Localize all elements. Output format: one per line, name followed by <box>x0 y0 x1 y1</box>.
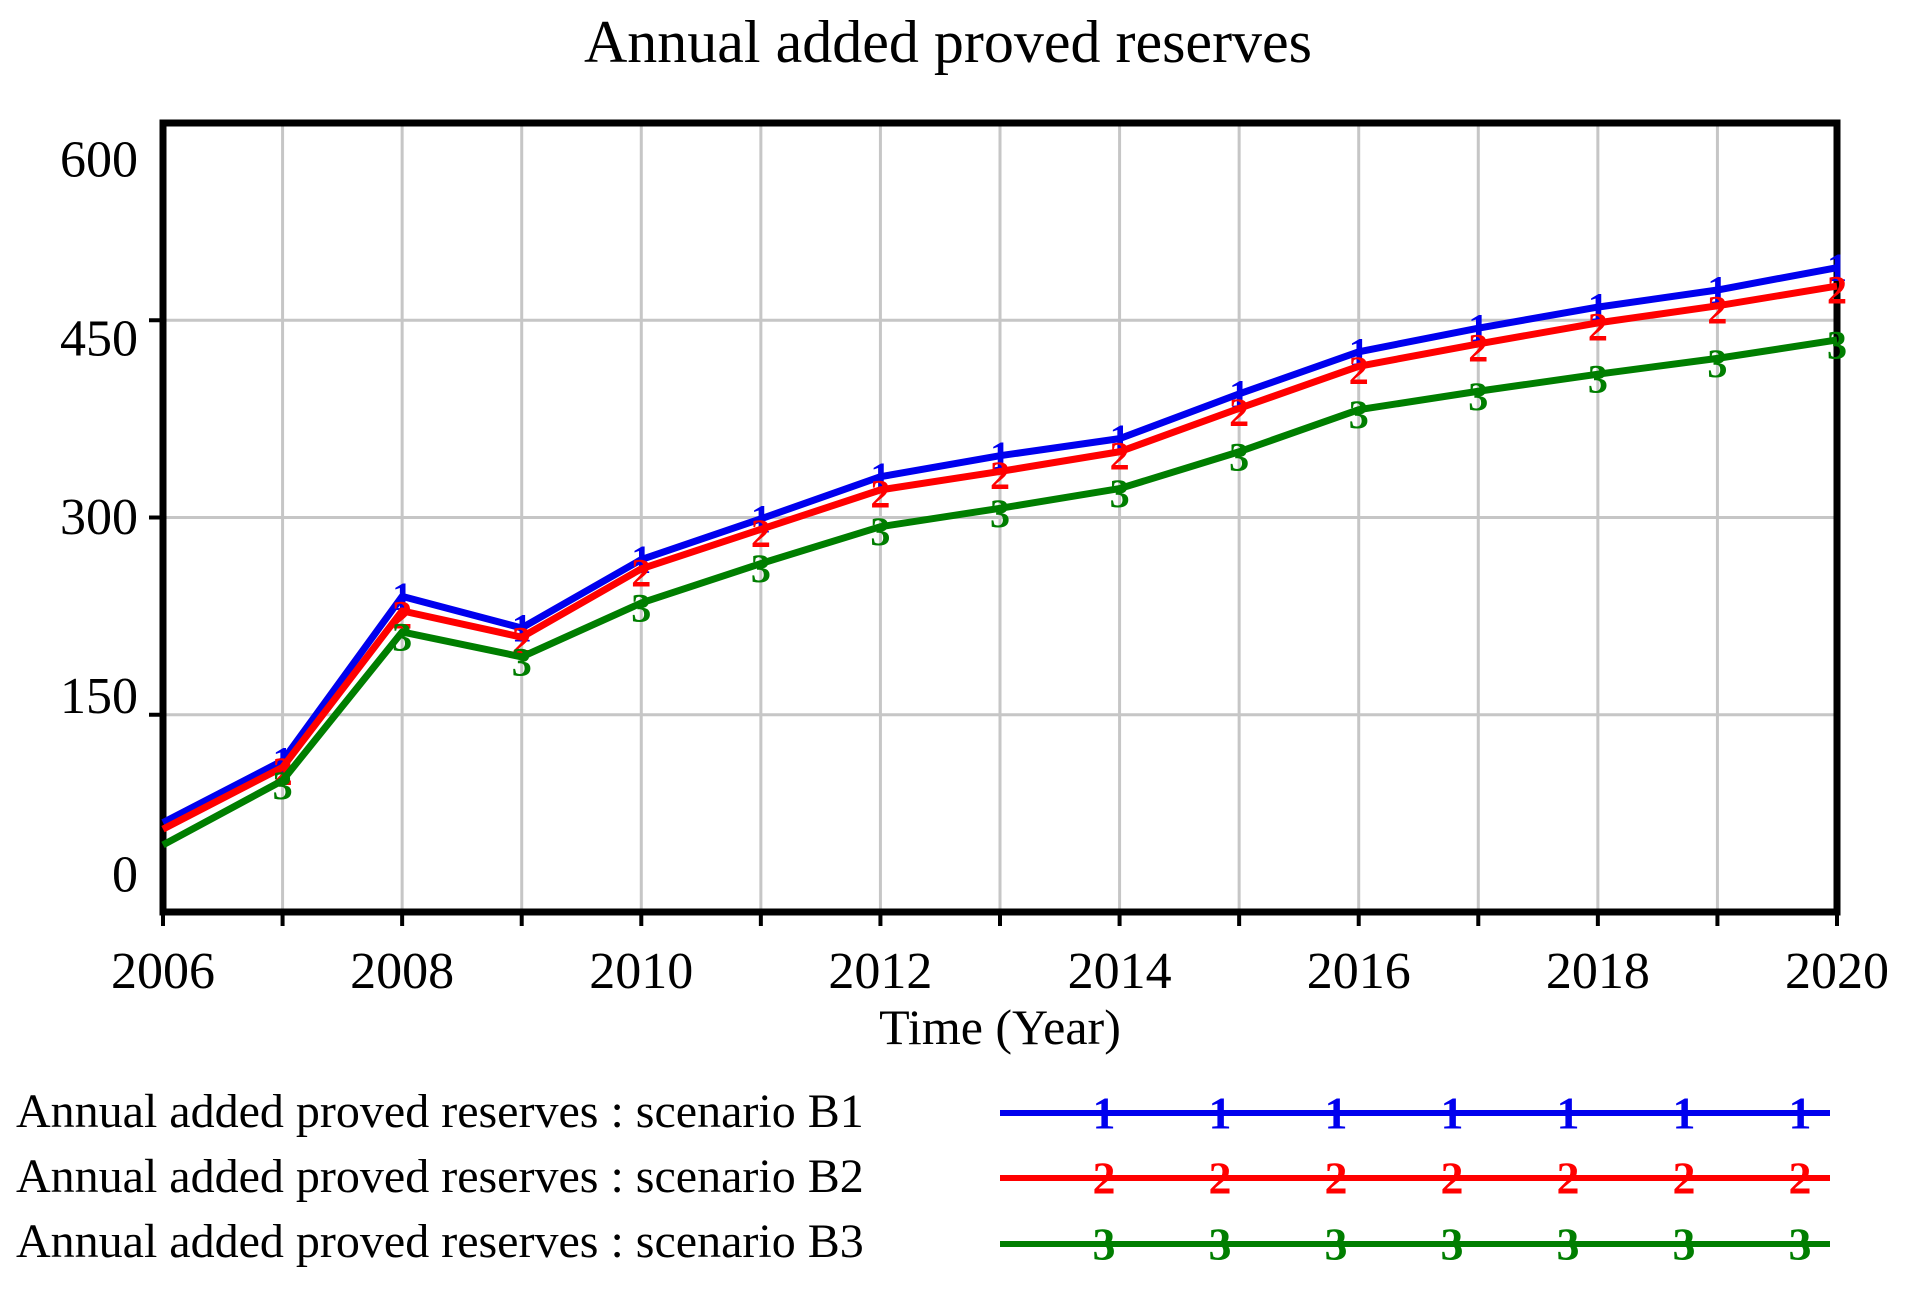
series-marker-2: 2 <box>1588 304 1608 349</box>
legend-label-scenario-b2: Annual added proved reserves : scenario … <box>16 1150 864 1203</box>
series-line-1 <box>161 264 1838 826</box>
legend-label-scenario-b3: Annual added proved reserves : scenario … <box>16 1215 864 1268</box>
y-tick-label-450: 450 <box>60 310 138 367</box>
legend-marker-3: 3 <box>1557 1219 1580 1270</box>
x-axis-title: Time (Year) <box>879 999 1121 1055</box>
legend-marker-3: 3 <box>1325 1219 1348 1270</box>
x-tick-label-2006: 2006 <box>111 943 215 1000</box>
legend-marker-1: 1 <box>1093 1088 1116 1139</box>
series-marker-3: 3 <box>751 546 771 591</box>
series-marker-3: 3 <box>1827 322 1847 367</box>
series-marker-2: 2 <box>1707 287 1727 332</box>
series-marker-3: 3 <box>1707 341 1727 386</box>
series-marker-3: 3 <box>273 763 293 808</box>
series-marker-3: 3 <box>1349 392 1369 437</box>
x-tick-label-2014: 2014 <box>1068 943 1172 1000</box>
series-marker-3: 3 <box>1588 357 1608 402</box>
legend-marker-3: 3 <box>1673 1219 1696 1270</box>
legend-marker-3: 3 <box>1789 1219 1812 1270</box>
series-marker-2: 2 <box>1827 268 1847 313</box>
series-marker-2: 2 <box>751 511 771 556</box>
x-tick-label-2016: 2016 <box>1307 943 1411 1000</box>
series-marker-2: 2 <box>990 453 1010 498</box>
legend-marker-1: 1 <box>1557 1088 1580 1139</box>
series-marker-2: 2 <box>1349 348 1369 393</box>
series-marker-3: 3 <box>1229 434 1249 479</box>
legend-marker-1: 1 <box>1789 1088 1812 1139</box>
y-tick-label-300: 300 <box>60 489 138 546</box>
x-tick-label-2018: 2018 <box>1546 943 1650 1000</box>
series-marker-3: 3 <box>1468 374 1488 419</box>
series-marker-3: 3 <box>870 509 890 554</box>
series-marker-2: 2 <box>870 471 890 516</box>
series-marker-1: 1 <box>1707 268 1727 313</box>
series-marker-1: 1 <box>990 433 1010 478</box>
legend-marker-2: 2 <box>1557 1153 1580 1204</box>
y-tick-label-600: 600 <box>60 132 138 189</box>
legend-marker-2: 2 <box>1093 1153 1116 1204</box>
legend-label-scenario-b1: Annual added proved reserves : scenario … <box>16 1085 864 1138</box>
series-line-3 <box>161 336 1838 849</box>
series-marker-2: 2 <box>1468 325 1488 370</box>
series-marker-1: 1 <box>1827 245 1847 290</box>
series-marker-1: 1 <box>392 574 412 619</box>
x-tick-label-2008: 2008 <box>350 943 454 1000</box>
series-marker-1: 1 <box>1468 306 1488 351</box>
legend-marker-1: 1 <box>1209 1088 1232 1139</box>
plot-frame <box>159 119 1841 916</box>
x-tick-label-2012: 2012 <box>828 943 932 1000</box>
series-marker-2: 2 <box>631 550 651 595</box>
series-marker-2: 2 <box>392 592 412 637</box>
legend-marker-2: 2 <box>1789 1153 1812 1204</box>
legend-marker-2: 2 <box>1209 1153 1232 1204</box>
legend-marker-1: 1 <box>1441 1088 1464 1139</box>
legend-marker-3: 3 <box>1093 1219 1116 1270</box>
series-marker-2: 2 <box>1110 433 1130 478</box>
legend-marker-1: 1 <box>1325 1088 1348 1139</box>
series-marker-3: 3 <box>512 639 532 684</box>
x-tick-label-2020: 2020 <box>1785 943 1889 1000</box>
legend-marker-2: 2 <box>1441 1153 1464 1204</box>
series-marker-3: 3 <box>990 491 1010 536</box>
series-marker-3: 3 <box>392 614 412 659</box>
legend-marker-2: 2 <box>1325 1153 1348 1204</box>
legend-marker-1: 1 <box>1673 1088 1696 1139</box>
legend-marker-3: 3 <box>1441 1219 1464 1270</box>
series-marker-3: 3 <box>631 585 651 630</box>
x-tick-label-2010: 2010 <box>589 943 693 1000</box>
legend-marker-3: 3 <box>1209 1219 1232 1270</box>
series-marker-3: 3 <box>1110 471 1130 516</box>
series-line-2 <box>161 282 1838 833</box>
y-tick-label-0: 0 <box>112 847 138 904</box>
series-marker-2: 2 <box>1229 390 1249 435</box>
chart-title: Annual added proved reserves <box>583 9 1313 75</box>
y-tick-label-150: 150 <box>60 668 138 725</box>
series-marker-1: 1 <box>1588 285 1608 330</box>
legend-marker-2: 2 <box>1673 1153 1696 1204</box>
